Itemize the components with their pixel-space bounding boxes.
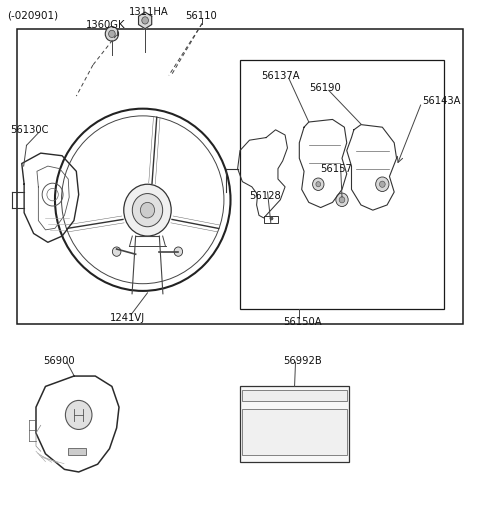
Circle shape xyxy=(339,196,345,203)
Text: 56190: 56190 xyxy=(309,83,340,93)
Circle shape xyxy=(316,182,321,187)
Text: 1241VJ: 1241VJ xyxy=(109,313,144,323)
Text: 56128: 56128 xyxy=(250,191,281,201)
Text: 56157: 56157 xyxy=(321,163,352,173)
Text: 56900: 56900 xyxy=(43,355,75,366)
Circle shape xyxy=(124,184,171,236)
Circle shape xyxy=(376,177,389,191)
Text: 56130C: 56130C xyxy=(10,125,48,135)
Text: (-020901): (-020901) xyxy=(8,10,59,21)
Bar xyxy=(68,448,86,455)
Bar xyxy=(240,60,444,309)
Text: 56137A: 56137A xyxy=(261,71,300,81)
Polygon shape xyxy=(139,12,152,29)
Circle shape xyxy=(65,400,92,430)
Circle shape xyxy=(312,178,324,190)
Circle shape xyxy=(174,247,182,256)
Bar xyxy=(17,29,463,324)
Circle shape xyxy=(380,181,385,188)
Circle shape xyxy=(105,27,119,41)
Circle shape xyxy=(140,202,155,218)
Circle shape xyxy=(108,30,115,38)
Bar xyxy=(242,409,347,455)
Circle shape xyxy=(142,17,148,24)
Text: 1360GK: 1360GK xyxy=(86,20,125,30)
Text: 56992B: 56992B xyxy=(283,355,322,366)
Bar xyxy=(242,389,347,401)
Bar xyxy=(264,216,278,223)
Circle shape xyxy=(132,193,163,227)
Bar xyxy=(240,386,349,462)
Text: 56110: 56110 xyxy=(185,10,217,21)
Text: 56150A: 56150A xyxy=(283,316,321,326)
Text: 1311HA: 1311HA xyxy=(129,7,168,17)
Text: 56143A: 56143A xyxy=(423,96,461,106)
Circle shape xyxy=(112,247,121,256)
Circle shape xyxy=(336,193,348,206)
